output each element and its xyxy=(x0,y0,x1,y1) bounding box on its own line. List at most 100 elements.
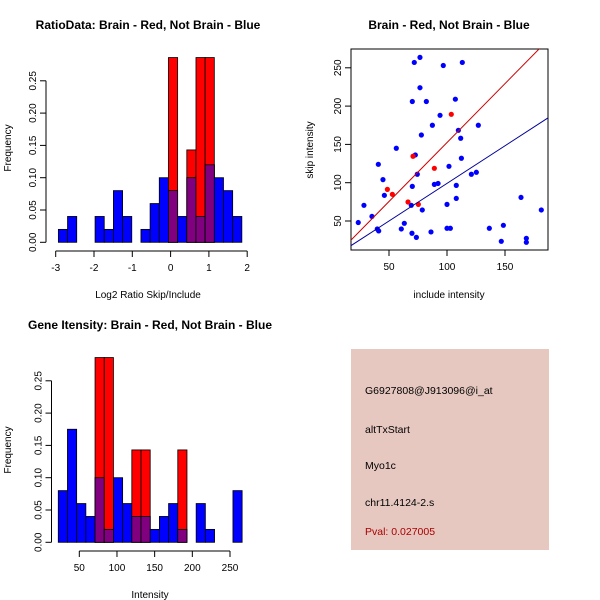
point-brain xyxy=(384,186,390,192)
point-not-brain xyxy=(414,171,420,177)
pval-text: Pval: 0.027005 xyxy=(365,526,436,538)
point-not-brain xyxy=(523,239,529,245)
y-axis-label: skip intensity xyxy=(305,121,316,178)
region-id: chr11.4124-2.s xyxy=(365,497,435,509)
x-tick-label: 2 xyxy=(244,263,250,274)
point-brain xyxy=(410,153,416,159)
x-axis-label: Log2 Ratio Skip/Include xyxy=(95,290,201,301)
point-not-brain xyxy=(453,195,459,202)
point-not-brain xyxy=(423,98,429,105)
bar-not-brain xyxy=(113,190,123,243)
gene-name: Myo1c xyxy=(365,460,396,472)
y-tick-label: 0.15 xyxy=(34,435,45,455)
bar-not-brain xyxy=(158,177,169,243)
point-not-brain xyxy=(411,59,417,66)
y-tick-label: 0.10 xyxy=(34,468,45,488)
point-not-brain xyxy=(361,202,367,208)
y-tick-label: 100 xyxy=(333,174,344,191)
point-not-brain xyxy=(475,122,481,128)
bar-overlap xyxy=(131,516,142,543)
x-tick-label: -3 xyxy=(51,263,60,274)
bar-not-brain xyxy=(76,503,87,543)
x-axis-label: include intensity xyxy=(413,290,484,301)
point-brain xyxy=(448,111,454,117)
point-not-brain xyxy=(453,182,459,188)
x-tick-label: -2 xyxy=(90,263,99,274)
bar-overlap xyxy=(177,528,188,543)
point-not-brain xyxy=(417,54,423,60)
point-not-brain xyxy=(417,85,423,91)
point-not-brain xyxy=(444,201,450,207)
y-tick-label: 250 xyxy=(333,59,344,76)
point-not-brain xyxy=(446,163,452,169)
bar-overlap xyxy=(204,164,215,243)
bar-not-brain xyxy=(94,216,105,243)
bar-not-brain xyxy=(213,177,224,243)
x-tick-label: 50 xyxy=(383,262,395,273)
y-tick-label: 0.25 xyxy=(34,371,45,391)
y-tick-label: 0.15 xyxy=(28,135,39,155)
bar-overlap xyxy=(140,516,151,543)
chart-title: RatioData: Brain - Red, Not Brain - Blue xyxy=(36,18,261,32)
point-not-brain xyxy=(498,238,504,244)
y-tick-label: 0.20 xyxy=(34,403,45,423)
bar-overlap xyxy=(103,528,114,543)
y-tick-label: 0.00 xyxy=(34,532,45,552)
point-not-brain xyxy=(408,202,414,208)
bar-brain xyxy=(195,57,206,243)
point-not-brain xyxy=(523,235,529,241)
y-tick-label: 150 xyxy=(333,136,344,153)
point-brain xyxy=(405,199,411,205)
y-tick-label: 0.20 xyxy=(28,103,39,123)
bar-not-brain xyxy=(67,216,78,243)
bar-not-brain xyxy=(158,516,169,543)
bar-brain xyxy=(103,357,114,543)
y-tick-label: 50 xyxy=(333,215,344,227)
bar-not-brain xyxy=(113,477,124,543)
fit-line-brain xyxy=(351,49,540,241)
point-not-brain xyxy=(401,220,407,226)
x-tick-label: -1 xyxy=(128,263,137,274)
point-not-brain xyxy=(381,192,387,198)
bar-not-brain xyxy=(85,516,96,543)
point-not-brain xyxy=(419,207,425,213)
bar-not-brain xyxy=(149,528,160,543)
point-not-brain xyxy=(437,112,443,118)
point-not-brain xyxy=(409,230,415,236)
x-tick-label: 0 xyxy=(168,263,174,274)
bar-not-brain xyxy=(232,490,243,543)
point-not-brain xyxy=(435,180,441,187)
bar-not-brain xyxy=(57,228,68,243)
point-not-brain xyxy=(538,207,544,213)
y-axis-label: Frequency xyxy=(3,426,14,473)
point-not-brain xyxy=(375,161,381,167)
y-tick-label: 0.10 xyxy=(28,168,39,188)
x-tick-label: 150 xyxy=(497,262,514,273)
point-brain xyxy=(389,191,395,197)
point-not-brain xyxy=(380,177,386,183)
point-not-brain xyxy=(409,98,415,105)
point-not-brain xyxy=(418,132,424,138)
bar-not-brain xyxy=(67,428,78,543)
bar-not-brain xyxy=(140,228,151,243)
point-not-brain xyxy=(468,171,474,177)
y-tick-label: 0.05 xyxy=(34,500,45,520)
x-tick-label: 100 xyxy=(439,262,456,273)
bar-not-brain xyxy=(122,503,133,543)
bar-not-brain xyxy=(168,503,179,543)
point-not-brain xyxy=(355,219,361,226)
point-not-brain xyxy=(440,62,446,69)
bar-not-brain xyxy=(204,528,215,543)
chart-title: Brain - Red, Not Brain - Blue xyxy=(368,18,530,32)
chart-title: Gene Itensity: Brain - Red, Not Brain - … xyxy=(28,318,272,332)
fit-line-not-brain xyxy=(351,117,548,247)
info-panel: G6927808@J913096@i_at altTxStart Myo1c c… xyxy=(351,349,549,550)
point-not-brain xyxy=(458,155,464,161)
y-tick-label: 0.05 xyxy=(28,200,39,220)
point-not-brain xyxy=(429,122,435,128)
point-not-brain xyxy=(500,222,506,228)
x-axis-label: Intensity xyxy=(131,590,168,600)
point-not-brain xyxy=(393,145,399,151)
